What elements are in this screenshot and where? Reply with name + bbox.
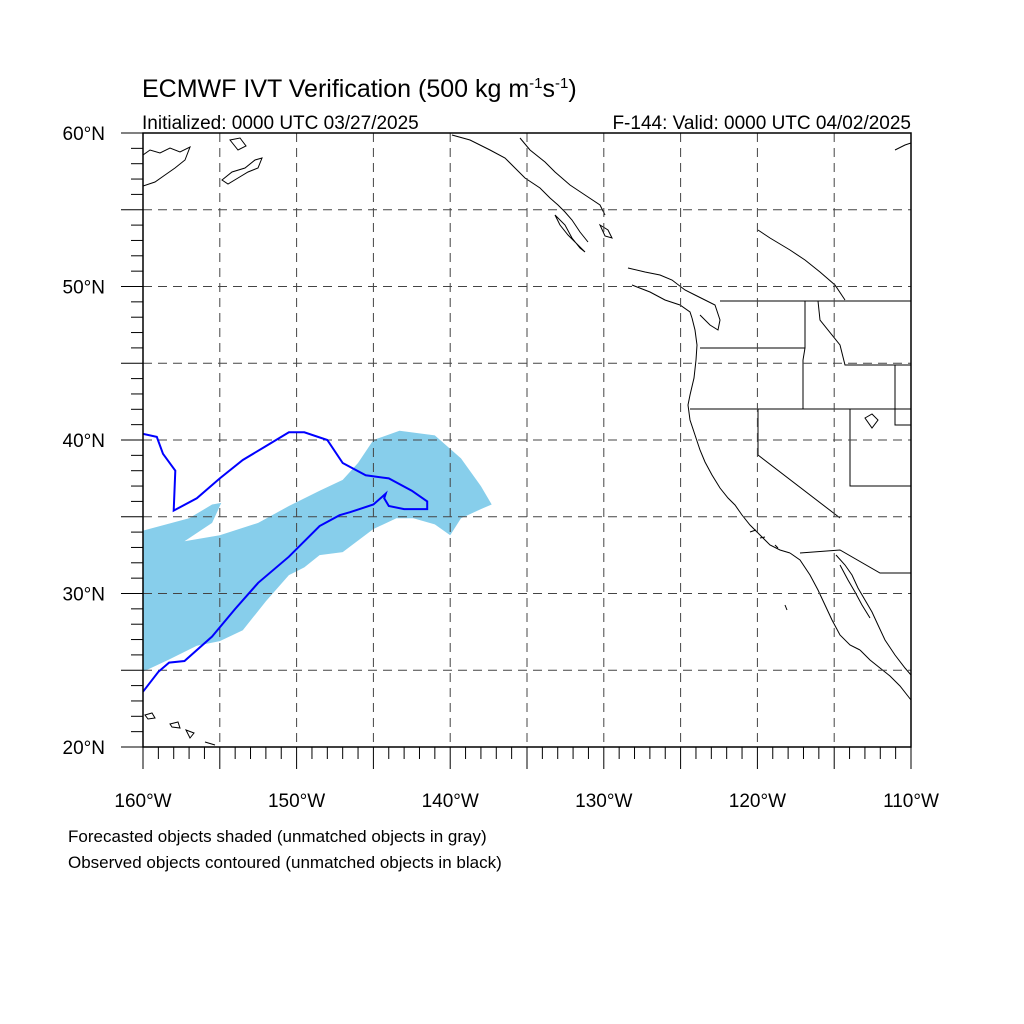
- lon-tick-label: 160°W: [114, 791, 171, 812]
- lat-tick-label: 60°N: [63, 124, 105, 145]
- lat-tick-label: 40°N: [63, 431, 105, 452]
- footnote-forecast: Forecasted objects shaded (unmatched obj…: [68, 827, 487, 846]
- forecast-object-shaded: [143, 430, 492, 672]
- footnote-observed: Observed objects contoured (unmatched ob…: [68, 853, 502, 872]
- longitude-labels: 160°W 150°W 140°W 130°W 120°W 110°W: [114, 791, 939, 812]
- lat-tick-label: 20°N: [63, 738, 105, 759]
- lat-tick-label: 30°N: [63, 585, 105, 606]
- lon-tick-label: 140°W: [422, 791, 479, 812]
- initialized-time: Initialized: 0000 UTC 03/27/2025: [142, 113, 419, 134]
- observed-object-contour: [143, 431, 429, 693]
- valid-time: F-144: Valid: 0000 UTC 04/02/2025: [612, 113, 911, 134]
- lon-tick-label: 130°W: [575, 791, 632, 812]
- lon-tick-label: 120°W: [729, 791, 786, 812]
- map-title: ECMWF IVT Verification (500 kg m-1s-1): [142, 75, 577, 103]
- lon-tick-label: 150°W: [268, 791, 325, 812]
- latitude-labels: 60°N 50°N 40°N 30°N 20°N: [63, 124, 105, 759]
- coastlines: [143, 134, 911, 746]
- axis-ticks: [121, 132, 912, 769]
- gridlines: [143, 133, 911, 747]
- lon-tick-label: 110°W: [883, 791, 939, 812]
- lat-tick-label: 50°N: [63, 278, 105, 299]
